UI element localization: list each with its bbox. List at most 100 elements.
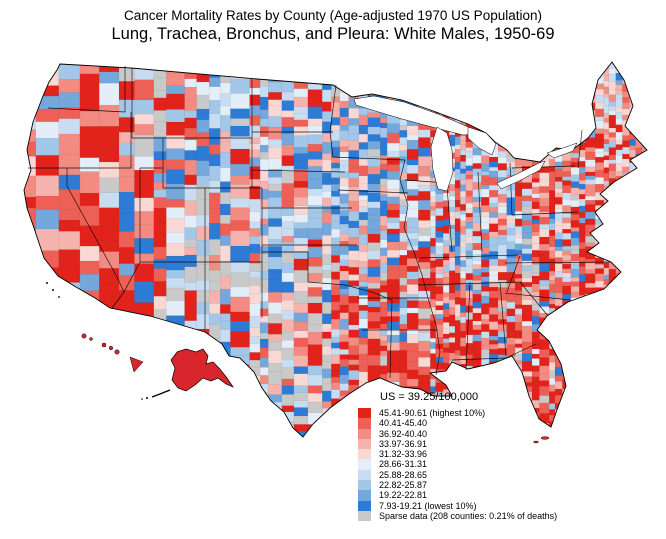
- county-cell: [322, 62, 332, 71]
- county-cell: [435, 100, 444, 110]
- county-cell: [562, 171, 572, 178]
- county-cell: [99, 251, 120, 269]
- county-cell: [656, 101, 664, 109]
- county-cell: [430, 353, 437, 362]
- county-cell: [622, 463, 630, 467]
- county-cell: [24, 375, 37, 394]
- county-cell: [554, 168, 563, 178]
- county-cell: [629, 231, 637, 238]
- county-cell: [322, 289, 332, 303]
- alaska-inset: [141, 348, 234, 400]
- county-cell: [506, 62, 516, 69]
- county-cell: [406, 266, 419, 273]
- county-cell: [249, 115, 261, 127]
- county-cell: [585, 52, 595, 57]
- county-cell: [604, 472, 610, 480]
- county-cell: [539, 263, 550, 273]
- county-cell: [449, 307, 456, 316]
- county-cell: [430, 342, 437, 350]
- county-cell: [406, 361, 419, 371]
- county-cell: [585, 411, 596, 418]
- county-cell: [322, 361, 332, 370]
- county-cell: [460, 355, 467, 365]
- county-cell: [435, 273, 444, 279]
- county-cell: [209, 239, 221, 256]
- county-cell: [460, 286, 467, 292]
- legend-range-label: 22.82-25.87: [379, 480, 428, 491]
- county-cell: [430, 52, 436, 57]
- county-cell: [322, 212, 332, 225]
- county-cell: [636, 480, 643, 489]
- county-cell: [615, 219, 624, 226]
- aleutian-islands: [151, 389, 171, 398]
- county-cell: [603, 320, 610, 329]
- county-cell: [554, 62, 563, 66]
- county-cell: [209, 113, 221, 129]
- county-cell: [629, 174, 637, 184]
- county-cell: [249, 228, 261, 237]
- county-cell: [595, 413, 605, 421]
- county-cell: [268, 302, 283, 315]
- county-cell: [454, 93, 461, 98]
- county-cell: [608, 311, 617, 318]
- county-cell: [608, 432, 617, 437]
- county-cell: [656, 228, 664, 236]
- county-cell: [497, 157, 508, 165]
- legend-swatch: [358, 500, 371, 511]
- county-cell: [622, 127, 631, 137]
- county-cell: [281, 91, 295, 102]
- county-cell: [153, 189, 167, 199]
- county-cell: [635, 292, 643, 301]
- county-cell: [166, 255, 186, 271]
- county-cell: [220, 412, 232, 430]
- county-cell: [331, 354, 341, 365]
- county-cell: [435, 92, 444, 102]
- county-cell: [460, 140, 467, 146]
- county-cell: [331, 221, 341, 230]
- county-cell: [259, 262, 269, 273]
- county-cell: [562, 68, 572, 75]
- county-cell: [348, 211, 360, 222]
- county-cell: [340, 450, 349, 456]
- county-cell: [531, 100, 541, 107]
- county-cell: [153, 222, 167, 234]
- county-cell: [481, 314, 490, 320]
- county-cell: [579, 256, 586, 263]
- county-cell: [656, 421, 664, 428]
- county-cell: [649, 446, 657, 452]
- county-cell: [636, 57, 643, 61]
- county-cell: [293, 245, 309, 253]
- county-cell: [281, 183, 295, 196]
- county-cell: [608, 170, 617, 180]
- county-cell: [307, 412, 323, 426]
- county-cell: [489, 212, 499, 219]
- county-cell: [497, 293, 508, 302]
- county-cell: [562, 239, 572, 247]
- county-cell: [184, 304, 198, 322]
- county-cell: [531, 371, 541, 378]
- county-cell: [629, 260, 637, 269]
- county-cell: [549, 71, 556, 78]
- county-cell: [250, 452, 261, 460]
- county-cell: [322, 346, 332, 356]
- county-cell: [603, 129, 610, 135]
- county-cell: [514, 89, 523, 96]
- county-cell: [603, 232, 610, 241]
- county-cell: [220, 450, 231, 461]
- county-cell: [562, 406, 572, 415]
- county-cell: [616, 52, 623, 58]
- county-cell: [615, 381, 624, 389]
- county-cell: [531, 105, 541, 113]
- county-cell: [331, 205, 341, 215]
- county-cell: [656, 480, 664, 487]
- county-cell: [259, 322, 269, 334]
- county-cell: [549, 159, 556, 168]
- county-cell: [489, 265, 499, 272]
- county-cell: [153, 197, 167, 209]
- county-cell: [649, 230, 657, 237]
- county-cell: [615, 242, 624, 249]
- county-cell: [481, 367, 490, 373]
- county-cell: [454, 87, 461, 94]
- county-cell: [406, 88, 419, 95]
- county-cell: [454, 188, 461, 196]
